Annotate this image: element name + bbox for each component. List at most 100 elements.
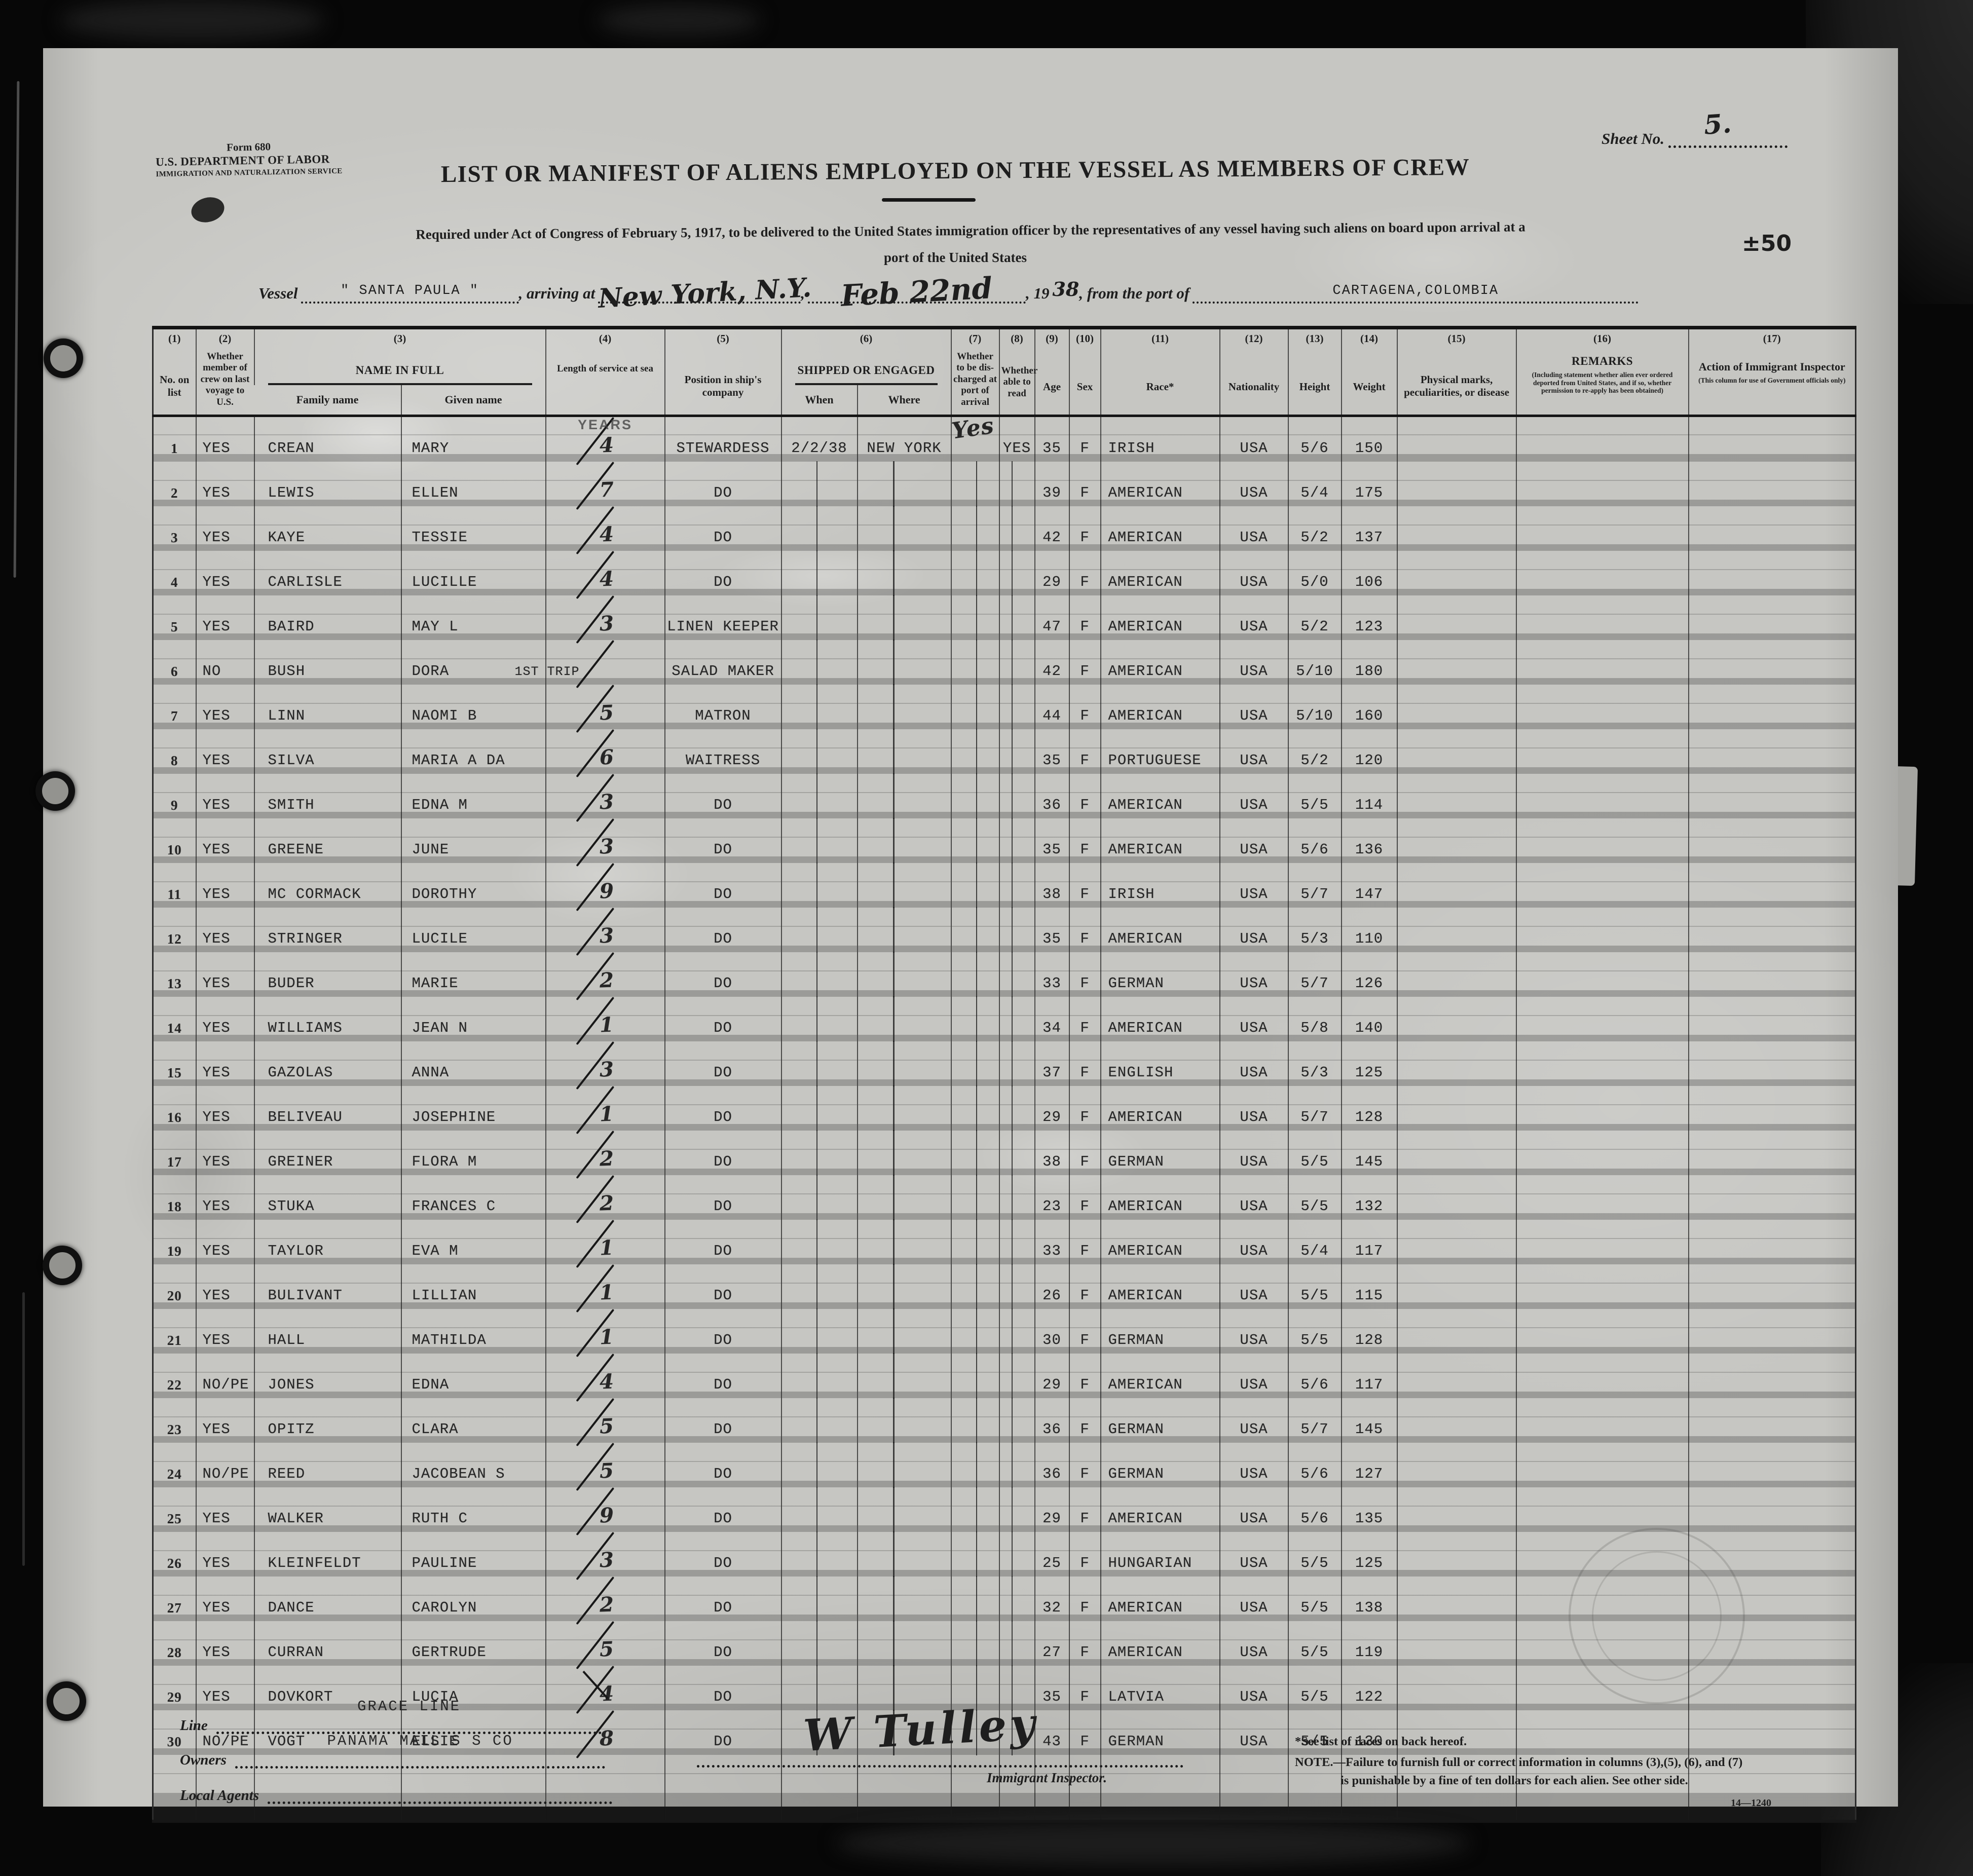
- cell-age: 37: [1034, 1041, 1069, 1086]
- cell-age: 29: [1034, 551, 1069, 596]
- cell-race: GERMAN: [1100, 952, 1220, 997]
- cell-inspector-action: [1688, 1532, 1856, 1577]
- cell-race: GERMAN: [1100, 1710, 1220, 1755]
- cell-height: 5/10: [1287, 685, 1342, 730]
- cell-sex: F: [1068, 640, 1101, 685]
- cell-shipped-when: [780, 1442, 858, 1488]
- cell-shipped-where: [857, 773, 951, 819]
- cell-able-to-read: [998, 1219, 1035, 1265]
- cell-remarks: [1515, 1264, 1689, 1309]
- line-field: Line GRACE LINE: [180, 1698, 602, 1734]
- owners-value: PANAMA MAIL S S CO: [327, 1733, 513, 1749]
- cell-member-last-voyage: YES: [195, 952, 254, 997]
- cell-weight: 145: [1341, 1398, 1397, 1443]
- cell-discharged: [950, 862, 999, 909]
- cell-shipped-when: [780, 729, 858, 775]
- cell-shipped-when: [780, 1665, 858, 1711]
- cell-list-number: 13: [167, 976, 182, 992]
- crew-row: 18 YES STUKA FRANCES C 2 DO 23 F AMERICA…: [153, 1175, 1856, 1224]
- cell-shipped-where: [857, 1085, 951, 1132]
- cell-shipped-where: NEW YORK: [857, 416, 951, 462]
- col-header-service: (4) Length of service at sea YEARS: [545, 327, 665, 432]
- cell-position: DO: [664, 462, 781, 507]
- cell-service-length: 9: [545, 862, 665, 912]
- owners-underline: PANAMA MAIL S S CO: [235, 1733, 606, 1769]
- cell-height: 5/5: [1287, 1577, 1342, 1622]
- cell-age: 26: [1034, 1264, 1069, 1309]
- cell-shipped-where: [857, 907, 951, 953]
- cell-position: DO: [664, 1175, 781, 1220]
- cell-weight: 106: [1341, 551, 1397, 596]
- cell-member-last-voyage: YES: [195, 462, 254, 507]
- cell-given-name: FLORA M: [400, 1131, 546, 1176]
- cell-nationality: USA: [1219, 1577, 1288, 1622]
- cell-service-length: 7: [545, 461, 665, 510]
- cell-physical-marks: [1396, 1398, 1516, 1443]
- crew-row: 4 YES CARLISLE LUCILLE 4 DO 29 F AMERICA…: [153, 550, 1856, 599]
- cell-member-last-voyage: NO/PE: [195, 1443, 254, 1488]
- signature-line: [697, 1765, 1183, 1768]
- cell-physical-marks: [1396, 640, 1516, 685]
- cell-height: 5/6: [1287, 1354, 1342, 1399]
- subcol-when: When: [780, 385, 858, 416]
- cell-inspector-action: [1688, 729, 1856, 774]
- cell-race: ENGLISH: [1100, 1041, 1220, 1086]
- cell-family-name: GAZOLAS: [253, 1041, 401, 1086]
- cell-inspector-action: [1688, 1710, 1856, 1755]
- crew-row: 20 YES BULIVANT LILLIAN 1 DO 26 F AMERIC…: [153, 1264, 1856, 1313]
- punch-hole: [43, 1246, 82, 1285]
- years-stamp: YEARS: [578, 417, 633, 433]
- cell-shipped-when: [780, 1175, 858, 1221]
- cell-age: 23: [1034, 1175, 1069, 1220]
- cell-able-to-read: [998, 952, 1035, 998]
- cell-inspector-action: [1688, 774, 1856, 819]
- arrival-port-value: New York, N.Y.: [597, 272, 812, 314]
- cell-nationality: USA: [1219, 997, 1288, 1042]
- cell-race: AMERICAN: [1100, 908, 1220, 953]
- cell-sex: F: [1068, 1220, 1101, 1265]
- cell-given-name: GERTRUDE: [400, 1621, 546, 1666]
- cell-shipped-where: [857, 1710, 951, 1756]
- cell-race: AMERICAN: [1100, 1086, 1220, 1131]
- cell-weight: 123: [1341, 595, 1397, 641]
- cell-given-name: NAOMI B: [400, 685, 546, 730]
- cell-nationality: USA: [1219, 506, 1288, 551]
- col-header-remarks: (16) REMARKS (Including statement whether …: [1515, 327, 1689, 416]
- cell-remarks: [1515, 818, 1689, 864]
- cell-shipped-when: [780, 996, 858, 1042]
- cell-member-last-voyage: YES: [195, 997, 254, 1042]
- cell-able-to-read: [998, 907, 1035, 953]
- cell-position: DO: [664, 1264, 781, 1309]
- cell-discharged: [950, 907, 999, 953]
- cell-inspector-action: [1688, 640, 1856, 685]
- cell-member-last-voyage: YES: [195, 1041, 254, 1086]
- cell-discharged: [950, 461, 999, 507]
- cell-shipped-where: [857, 996, 951, 1042]
- cell-service-length: 1: [545, 1219, 665, 1268]
- crew-row: 15 YES GAZOLAS ANNA 3 DO 37 F ENGLISH US…: [153, 1041, 1856, 1090]
- cell-inspector-action: [1688, 551, 1856, 596]
- cell-given-name: DOROTHY: [400, 863, 546, 908]
- cell-inspector-action: [1688, 1354, 1856, 1399]
- cell-given-name: MARY: [400, 416, 546, 462]
- cell-given-name: JUNE: [400, 818, 546, 864]
- crew-row: 23 YES OPITZ CLARA 5 DO 36 F GERMAN USA …: [153, 1398, 1856, 1447]
- cell-remarks: [1515, 1532, 1689, 1577]
- cell-list-number: 18: [167, 1199, 182, 1215]
- cell-weight: 138: [1341, 1577, 1397, 1622]
- cell-discharged: [950, 550, 999, 596]
- crew-row: 25 YES WALKER RUTH C 9 DO 29 F AMERICAN …: [153, 1487, 1856, 1536]
- cell-shipped-when: [780, 1398, 858, 1444]
- cell-remarks: [1515, 1577, 1689, 1622]
- col-header-height: (13) Height: [1287, 327, 1342, 416]
- cell-list-number: 21: [167, 1333, 182, 1348]
- cell-able-to-read: YES: [998, 416, 1035, 462]
- cell-discharged: [950, 1710, 999, 1756]
- cell-remarks: [1515, 551, 1689, 596]
- crew-row: 29 YES DOVKORT LUCIA 4 DO 35 F LATVIA US…: [153, 1665, 1856, 1714]
- cell-discharged: [950, 1621, 999, 1667]
- cell-list-number: 22: [167, 1377, 182, 1393]
- cell-service-length: 2: [545, 1175, 665, 1224]
- cell-position: DO: [664, 1131, 781, 1176]
- cell-position: DO: [664, 818, 781, 864]
